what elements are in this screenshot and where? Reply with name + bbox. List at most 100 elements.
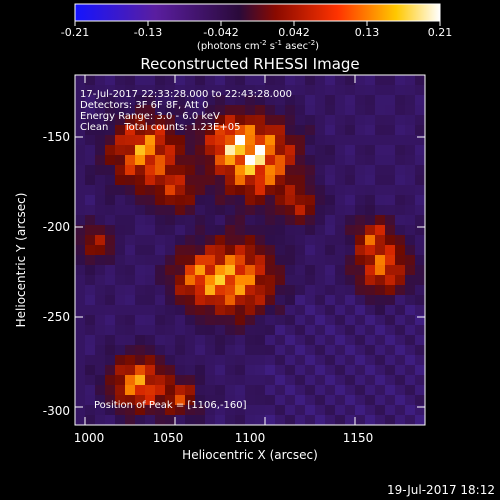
image-pixel <box>225 215 235 225</box>
image-pixel <box>285 135 295 145</box>
image-pixel <box>325 275 335 285</box>
image-pixel <box>225 95 235 105</box>
image-pixel <box>295 145 305 155</box>
image-pixel <box>135 385 145 395</box>
image-pixel <box>115 385 125 395</box>
image-pixel <box>75 335 85 345</box>
image-pixel <box>345 355 355 365</box>
image-pixel <box>325 325 335 335</box>
image-pixel <box>195 315 205 325</box>
image-pixel <box>355 175 365 185</box>
image-pixel <box>395 365 405 375</box>
image-pixel <box>215 275 225 285</box>
image-pixel <box>185 255 195 265</box>
image-pixel <box>365 365 375 375</box>
image-pixel <box>265 115 275 125</box>
image-pixel <box>115 235 125 245</box>
image-pixel <box>405 135 415 145</box>
image-pixel <box>75 415 85 425</box>
image-pixel <box>215 305 225 315</box>
image-pixel <box>275 255 285 265</box>
image-pixel <box>395 415 405 425</box>
image-pixel <box>185 295 195 305</box>
image-pixel <box>245 275 255 285</box>
image-pixel <box>125 345 135 355</box>
image-pixel <box>375 255 385 265</box>
image-pixel <box>125 325 135 335</box>
image-pixel <box>405 315 415 325</box>
image-pixel <box>275 235 285 245</box>
image-pixel <box>315 145 325 155</box>
image-pixel <box>315 245 325 255</box>
image-pixel <box>265 405 275 415</box>
image-pixel <box>335 85 345 95</box>
image-pixel <box>85 165 95 175</box>
image-pixel <box>195 215 205 225</box>
image-pixel <box>105 235 115 245</box>
image-pixel <box>85 355 95 365</box>
colorbar-tick-label: -0.13 <box>134 26 162 39</box>
image-pixel <box>205 245 215 255</box>
image-pixel <box>205 325 215 335</box>
image-pixel <box>165 165 175 175</box>
image-pixel <box>185 345 195 355</box>
image-pixel <box>75 225 85 235</box>
image-pixel <box>405 205 415 215</box>
image-pixel <box>415 285 425 295</box>
image-pixel <box>155 385 165 395</box>
image-pixel <box>165 245 175 255</box>
image-pixel <box>175 145 185 155</box>
image-pixel <box>415 365 425 375</box>
image-pixel <box>305 255 315 265</box>
image-pixel <box>285 415 295 425</box>
image-pixel <box>245 265 255 275</box>
image-pixel <box>315 265 325 275</box>
image-pixel <box>405 375 415 385</box>
image-pixel <box>335 315 345 325</box>
image-pixel <box>365 75 375 85</box>
image-pixel <box>355 295 365 305</box>
image-pixel <box>385 205 395 215</box>
x-axis-label: Heliocentric X (arcsec) <box>182 448 318 462</box>
image-pixel <box>95 275 105 285</box>
image-pixel <box>265 195 275 205</box>
image-pixel <box>385 295 395 305</box>
image-pixel <box>105 145 115 155</box>
image-pixel <box>415 215 425 225</box>
image-pixel <box>265 385 275 395</box>
image-pixel <box>75 275 85 285</box>
image-pixel <box>385 365 395 375</box>
image-pixel <box>355 365 365 375</box>
image-pixel <box>165 335 175 345</box>
image-pixel <box>415 295 425 305</box>
image-pixel <box>185 285 195 295</box>
image-pixel <box>375 375 385 385</box>
image-pixel <box>285 305 295 315</box>
image-pixel <box>405 165 415 175</box>
image-pixel <box>275 105 285 115</box>
image-pixel <box>215 105 225 115</box>
image-pixel <box>385 265 395 275</box>
image-pixel <box>145 175 155 185</box>
image-pixel <box>305 225 315 235</box>
image-pixel <box>405 175 415 185</box>
image-pixel <box>365 215 375 225</box>
image-pixel <box>125 265 135 275</box>
image-pixel <box>395 165 405 175</box>
image-pixel <box>195 115 205 125</box>
image-pixel <box>345 265 355 275</box>
image-pixel <box>265 415 275 425</box>
image-pixel <box>335 155 345 165</box>
image-pixel <box>115 135 125 145</box>
image-pixel <box>155 215 165 225</box>
image-pixel <box>375 275 385 285</box>
image-pixel <box>195 245 205 255</box>
image-pixel <box>345 295 355 305</box>
image-pixel <box>295 335 305 345</box>
image-pixel <box>315 115 325 125</box>
image-pixel <box>365 115 375 125</box>
image-pixel <box>325 345 335 355</box>
image-pixel <box>245 415 255 425</box>
image-pixel <box>255 305 265 315</box>
image-pixel <box>415 125 425 135</box>
